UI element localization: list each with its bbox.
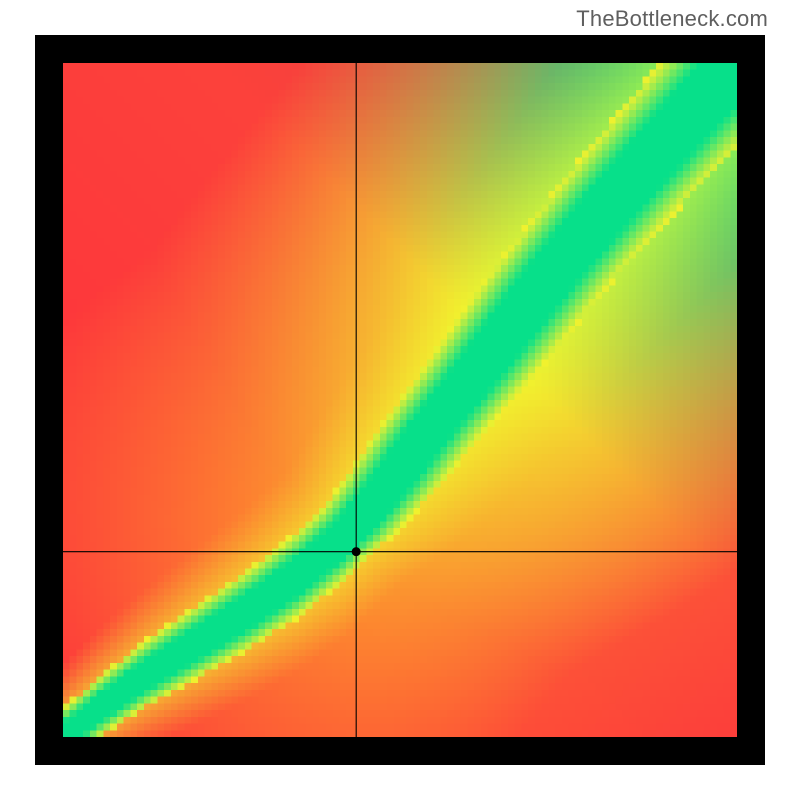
bottleneck-heatmap <box>0 0 800 800</box>
attribution-text: TheBottleneck.com <box>576 6 768 32</box>
heatmap-grid <box>63 63 738 738</box>
crosshair-marker <box>352 547 361 556</box>
chart-wrapper: TheBottleneck.com <box>0 0 800 800</box>
